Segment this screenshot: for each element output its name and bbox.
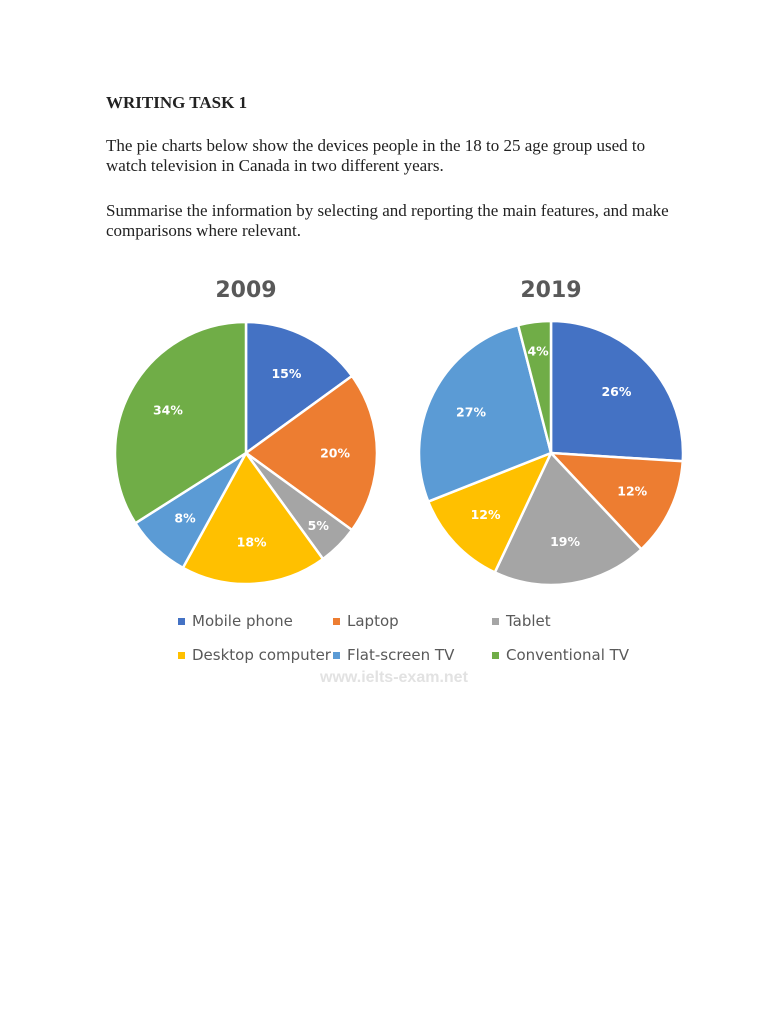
legend-swatch-icon (333, 617, 340, 625)
pie-slice-laptop (549, 451, 684, 551)
legend-item-laptop: Laptop (333, 612, 399, 630)
slice-label: 34% (153, 403, 183, 418)
legend-item-flat-screen-tv: Flat-screen TV (333, 646, 454, 664)
legend-swatch-icon (492, 651, 499, 659)
legend-swatch-icon (333, 651, 340, 659)
watermark: www.ielts-exam.net (320, 669, 468, 686)
slice-label: 4% (527, 343, 549, 358)
pie-slice-desktop-computer (427, 451, 553, 574)
pie-slice-flat-screen-tv (417, 323, 553, 503)
slice-label: 5% (308, 518, 330, 533)
slice-label: 20% (320, 446, 350, 461)
pie-slice-laptop (244, 374, 379, 532)
legend-item-desktop-computer: Desktop computer (178, 646, 331, 664)
slice-label: 18% (237, 534, 267, 549)
chart-title-2009: 2009 (215, 278, 276, 303)
legend-swatch-icon (178, 651, 185, 659)
pie-slice-mobile-phone (244, 320, 354, 455)
slice-label: 12% (471, 507, 501, 522)
slice-label: 15% (271, 366, 301, 381)
chart-title-2019: 2019 (520, 278, 581, 303)
pie-slice-tablet (493, 451, 643, 587)
pie-charts: 2009 15%20%5%18%8%34% 2019 26%12%19%12%2… (113, 278, 685, 587)
slice-label: 27% (456, 405, 486, 420)
pie-chart-2009: 15% 20% 5% 18% 8% 34% (113, 320, 379, 586)
slice-label: 26% (601, 384, 631, 399)
slice-label: 19% (550, 534, 580, 549)
task-instructions: Summarise the information by selecting a… (106, 201, 669, 240)
pie-chart-2019: 26% 12% 19% 12% 27% 4% (417, 319, 685, 587)
legend-swatch-icon (178, 617, 185, 625)
legend-item-conventional-tv: Conventional TV (492, 646, 629, 664)
pie-slice-desktop-computer (181, 451, 325, 586)
legend-item-tablet: Tablet (492, 612, 551, 630)
legend-swatch-icon (492, 617, 499, 625)
pie-slice-conventional-tv (516, 319, 553, 455)
task-heading: WRITING TASK 1 (106, 93, 248, 112)
slice-label: 12% (617, 484, 647, 499)
pie-slice-mobile-phone (549, 319, 685, 463)
pie-slice-conventional-tv (113, 320, 248, 525)
legend-item-mobile-phone: Mobile phone (178, 612, 293, 630)
slice-label: 8% (174, 510, 196, 525)
task-description: The pie charts below show the devices pe… (106, 136, 646, 175)
